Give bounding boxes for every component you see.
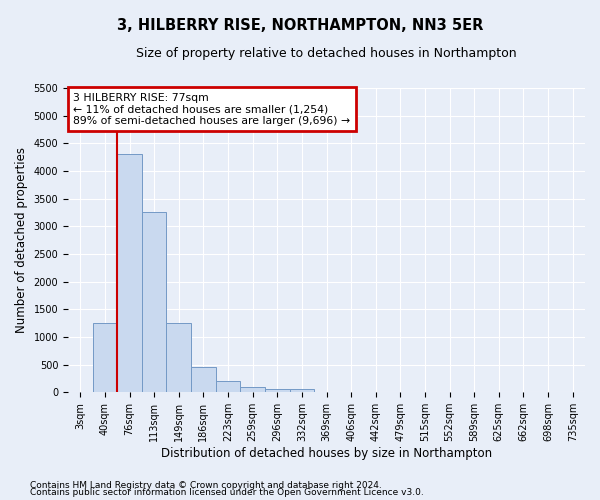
- Bar: [92, 323, 117, 392]
- Bar: [216, 381, 241, 392]
- Bar: [191, 368, 216, 392]
- Y-axis label: Number of detached properties: Number of detached properties: [15, 147, 28, 333]
- Bar: [142, 212, 166, 392]
- Bar: [265, 389, 290, 392]
- Bar: [241, 386, 265, 392]
- Title: Size of property relative to detached houses in Northampton: Size of property relative to detached ho…: [136, 48, 517, 60]
- Bar: [117, 154, 142, 392]
- Text: 3, HILBERRY RISE, NORTHAMPTON, NN3 5ER: 3, HILBERRY RISE, NORTHAMPTON, NN3 5ER: [117, 18, 483, 32]
- Text: 3 HILBERRY RISE: 77sqm
← 11% of detached houses are smaller (1,254)
89% of semi-: 3 HILBERRY RISE: 77sqm ← 11% of detached…: [73, 92, 350, 126]
- Text: Contains public sector information licensed under the Open Government Licence v3: Contains public sector information licen…: [30, 488, 424, 497]
- Bar: [166, 323, 191, 392]
- Bar: [290, 389, 314, 392]
- Text: Contains HM Land Registry data © Crown copyright and database right 2024.: Contains HM Land Registry data © Crown c…: [30, 480, 382, 490]
- X-axis label: Distribution of detached houses by size in Northampton: Distribution of detached houses by size …: [161, 447, 492, 460]
